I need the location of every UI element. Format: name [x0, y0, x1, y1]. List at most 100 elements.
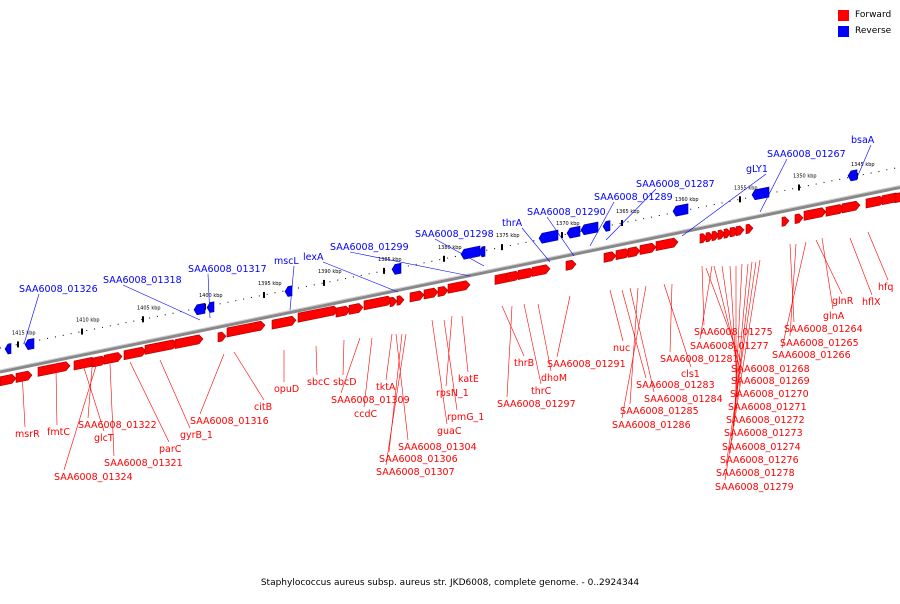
forward-gene-label: SAA6008_01297	[497, 399, 576, 410]
ruler-line	[0, 166, 900, 349]
reverse-gene-leader	[759, 158, 788, 213]
reverse-gene-label: SAA6008_01299	[330, 242, 409, 253]
forward-gene-leader	[523, 303, 542, 385]
forward-gene-arrow	[794, 213, 804, 224]
genome-caption: Staphylococcus aureus subsp. aureus str.…	[260, 578, 640, 588]
ruler-tick-label: 1355 kbp	[734, 185, 758, 191]
reverse-gene-arrow	[4, 343, 12, 355]
forward-gene-leader	[385, 333, 393, 381]
forward-gene-arrow	[699, 233, 708, 244]
forward-gene-leader	[342, 339, 345, 376]
reverse-swatch	[838, 25, 849, 37]
reverse-gene-leader	[207, 273, 211, 319]
forward-gene-label: parC	[159, 444, 182, 455]
forward-gene-arrow	[603, 251, 617, 263]
forward-gene-leader	[669, 283, 673, 353]
forward-gene-leader	[315, 345, 318, 376]
forward-gene-label: katE	[458, 374, 479, 385]
forward-gene-arrow	[825, 204, 845, 217]
ruler-tick-label: 1405 kbp	[137, 305, 161, 311]
forward-gene-arrow	[781, 216, 790, 227]
reverse-gene-label: SAA6008_01290	[527, 207, 606, 218]
forward-gene-leader	[729, 261, 753, 454]
forward-gene-leader	[781, 241, 807, 349]
forward-gene-label: dhoM	[541, 373, 567, 384]
forward-gene-leader	[629, 287, 639, 405]
reverse-gene-arrow	[24, 338, 35, 350]
legend-forward-label: Forward	[855, 10, 892, 20]
reverse-gene-leader	[434, 238, 485, 267]
forward-gene-label: sbcC	[307, 377, 330, 388]
forward-gene-arrow	[894, 192, 900, 204]
forward-gene-leader	[129, 361, 170, 443]
forward-gene-leader	[609, 289, 624, 342]
forward-gene-leader	[55, 369, 58, 426]
forward-gene-label: thrB	[514, 358, 534, 369]
forward-gene-label: rpsN_1	[436, 388, 469, 399]
reverse-gene-label: bsaA	[851, 135, 875, 146]
forward-gene-leader	[621, 285, 647, 419]
forward-gene-label: SAA6008_01279	[715, 482, 794, 493]
reverse-gene-arrow	[206, 301, 215, 313]
reverse-gene-arrow	[284, 285, 293, 297]
forward-gene-arrow	[627, 246, 641, 258]
reverse-gene-label: thrA	[502, 218, 523, 229]
forward-gene-leader	[431, 319, 448, 425]
ruler-tick-label: 1390 kbp	[318, 269, 342, 275]
forward-gene-label: SAA6008_01266	[772, 350, 851, 361]
forward-gene-label: SAA6008_01265	[780, 338, 859, 349]
forward-gene-arrow	[174, 334, 204, 350]
forward-swatch	[838, 9, 849, 21]
forward-gene-arrow	[0, 374, 17, 387]
ruler-tick-label: 1380 kbp	[438, 245, 462, 251]
forward-gene-arrow	[103, 352, 123, 365]
forward-gene-label: SAA6008_01306	[379, 454, 458, 465]
forward-gene-leader	[63, 365, 97, 471]
forward-gene-label: SAA6008_01307	[376, 467, 455, 478]
forward-gene-leader	[199, 353, 225, 415]
reverse-gene-leader	[855, 144, 872, 181]
forward-gene-leader	[385, 333, 407, 466]
legend-reverse-label: Reverse	[855, 26, 892, 36]
forward-gene-label: tktA	[376, 382, 396, 393]
forward-gene-arrow	[803, 207, 827, 221]
forward-gene-label: SAA6008_01291	[547, 359, 626, 370]
forward-gene-arrow	[271, 315, 297, 330]
forward-gene-label: cls1	[681, 369, 700, 380]
reverse-gene-label: SAA6008_01326	[19, 284, 98, 295]
reverse-gene-label: SAA6008_01267	[767, 149, 846, 160]
reverse-gene-label: SAA6008_01317	[188, 264, 267, 275]
forward-gene-arrow	[123, 346, 147, 361]
forward-gene-arrow	[389, 296, 398, 308]
reverse-gene-leader	[521, 227, 551, 263]
forward-gene-arrow	[226, 320, 266, 338]
forward-gene-leader	[705, 267, 742, 363]
forward-gene-label: SAA6008_01269	[731, 376, 810, 387]
forward-gene-arrow	[705, 232, 714, 243]
forward-gene-label: guaC	[437, 426, 462, 437]
legend-reverse: Reverse	[838, 24, 891, 38]
reverse-gene-label: gLY1	[746, 164, 768, 175]
reverse-gene-arrow	[751, 186, 770, 201]
forward-gene-leader	[537, 303, 552, 372]
legend-forward: Forward	[838, 8, 891, 22]
forward-gene-label: fmtC	[47, 427, 70, 438]
forward-gene-arrow	[423, 287, 439, 300]
forward-gene-label: citB	[254, 402, 272, 413]
forward-gene-label: SAA6008_01321	[104, 458, 183, 469]
forward-gene-arrow	[396, 295, 405, 306]
forward-gene-leader	[363, 337, 373, 408]
forward-gene-label: SAA6008_01275	[694, 327, 773, 338]
reverse-gene-label: SAA6008_01289	[594, 192, 673, 203]
forward-gene-leader	[443, 319, 458, 411]
forward-gene-leader	[506, 305, 513, 398]
reverse-gene-leader	[122, 284, 201, 321]
forward-gene-label: SAA6008_01270	[730, 389, 809, 400]
reverse-gene-arrow	[391, 262, 402, 275]
ruler-tick-label: 1350 kbp	[793, 173, 817, 179]
reverse-gene-arrow	[580, 221, 599, 236]
forward-gene-leader	[713, 265, 742, 375]
forward-gene-label: SAA6008_01322	[78, 420, 157, 431]
forward-gene-leader	[867, 231, 889, 281]
forward-gene-label: thrC	[531, 386, 552, 397]
